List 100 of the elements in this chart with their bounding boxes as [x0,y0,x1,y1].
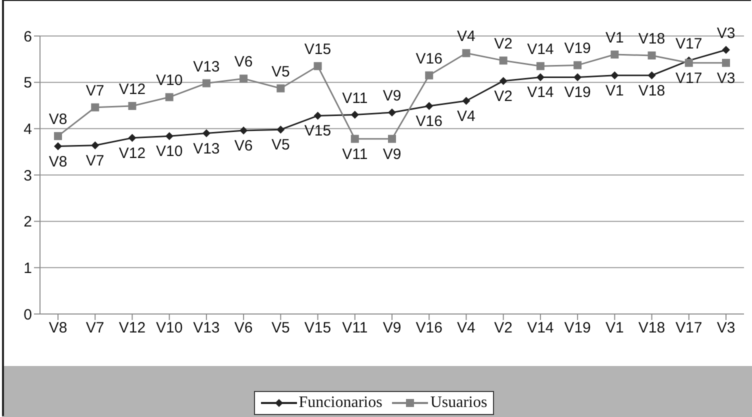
x-tick-label: V17 [676,320,702,337]
point [499,76,508,85]
point [240,74,248,83]
point [462,49,470,58]
x-tick-label: V2 [494,320,513,337]
data-label: V2 [494,36,513,53]
data-label: V8 [48,111,68,128]
data-label: V2 [494,88,513,105]
x-tick-label: V1 [605,320,624,337]
point [610,50,619,59]
data-label: V14 [527,84,554,102]
point [425,102,434,110]
x-tick-label: V16 [416,320,442,337]
y-tick-label: 4 [24,120,32,138]
point [91,103,100,112]
point [314,112,322,120]
data-label: V17 [676,36,702,53]
x-tick-label: V3 [716,320,736,337]
data-label: V12 [118,80,146,98]
data-label: V9 [382,146,402,163]
point [314,62,322,70]
data-label: V18 [638,30,666,48]
data-label: V11 [342,146,368,163]
data-label: V7 [86,82,104,100]
y-tick-label: 0 [24,306,32,324]
data-label: V6 [234,54,253,71]
x-tick-label: V11 [342,320,368,337]
point [648,51,656,60]
data-label: V5 [271,136,290,154]
x-tick-label: V6 [234,320,253,337]
data-label: V1 [605,30,624,47]
data-label: V17 [676,70,702,87]
point [648,71,656,80]
point [276,84,285,92]
point [128,134,136,142]
x-tick-label: V14 [527,320,554,337]
point [610,71,619,80]
x-tick-label: V18 [638,320,666,337]
point [54,132,62,140]
data-label: V9 [382,87,402,104]
data-label: V5 [271,63,290,80]
point [536,73,544,82]
point [388,134,396,143]
point [499,56,508,65]
point [722,46,730,54]
x-tick-label: V12 [118,320,146,337]
point [202,79,210,88]
data-label: V18 [638,82,666,100]
x-tick-label: V7 [86,320,104,337]
data-label: V4 [457,28,476,46]
point [722,58,730,67]
legend-label: Usuarios [429,394,488,412]
data-label: V15 [304,122,332,140]
y-tick-label: 5 [24,74,32,92]
point [574,73,582,82]
point [350,110,359,119]
data-label: V3 [716,70,736,87]
data-label: V10 [156,72,183,90]
data-label: V8 [48,153,68,170]
x-tick-label: V4 [457,320,476,337]
x-tick-label: V10 [156,320,183,337]
point [388,108,396,116]
data-label: V10 [156,143,183,160]
x-tick-label: V9 [382,320,402,337]
point [165,93,174,102]
point [128,102,136,110]
y-tick-label: 2 [24,214,32,231]
data-label: V16 [416,112,442,130]
y-tick-label: 3 [24,167,32,184]
point [574,61,582,70]
x-tick-label: V5 [271,320,290,337]
x-tick-label: V15 [304,320,332,337]
data-label: V13 [193,58,220,76]
data-label: V1 [605,82,624,100]
data-label: V19 [564,40,591,58]
point [425,71,434,80]
data-label: V3 [716,24,736,42]
point [165,132,174,140]
point [54,142,62,150]
point [91,141,100,150]
data-label: V7 [86,152,104,170]
point [536,62,544,70]
data-label: V4 [457,108,476,125]
point [240,126,248,135]
point [462,96,470,105]
point [202,129,210,138]
point [350,134,359,143]
x-tick-label: V13 [193,320,220,337]
data-label: V16 [416,50,442,68]
legend-label: Funcionarios [298,394,382,412]
data-label: V13 [193,140,220,158]
data-label: V15 [304,41,332,58]
y-tick-label: 1 [24,260,32,277]
x-tick-label: V19 [564,320,591,337]
y-tick-label: 6 [24,28,32,46]
point [276,126,285,134]
data-label: V14 [527,41,554,58]
data-label: V19 [564,84,591,102]
x-tick-label: V8 [48,320,68,337]
data-label: V11 [342,90,368,107]
